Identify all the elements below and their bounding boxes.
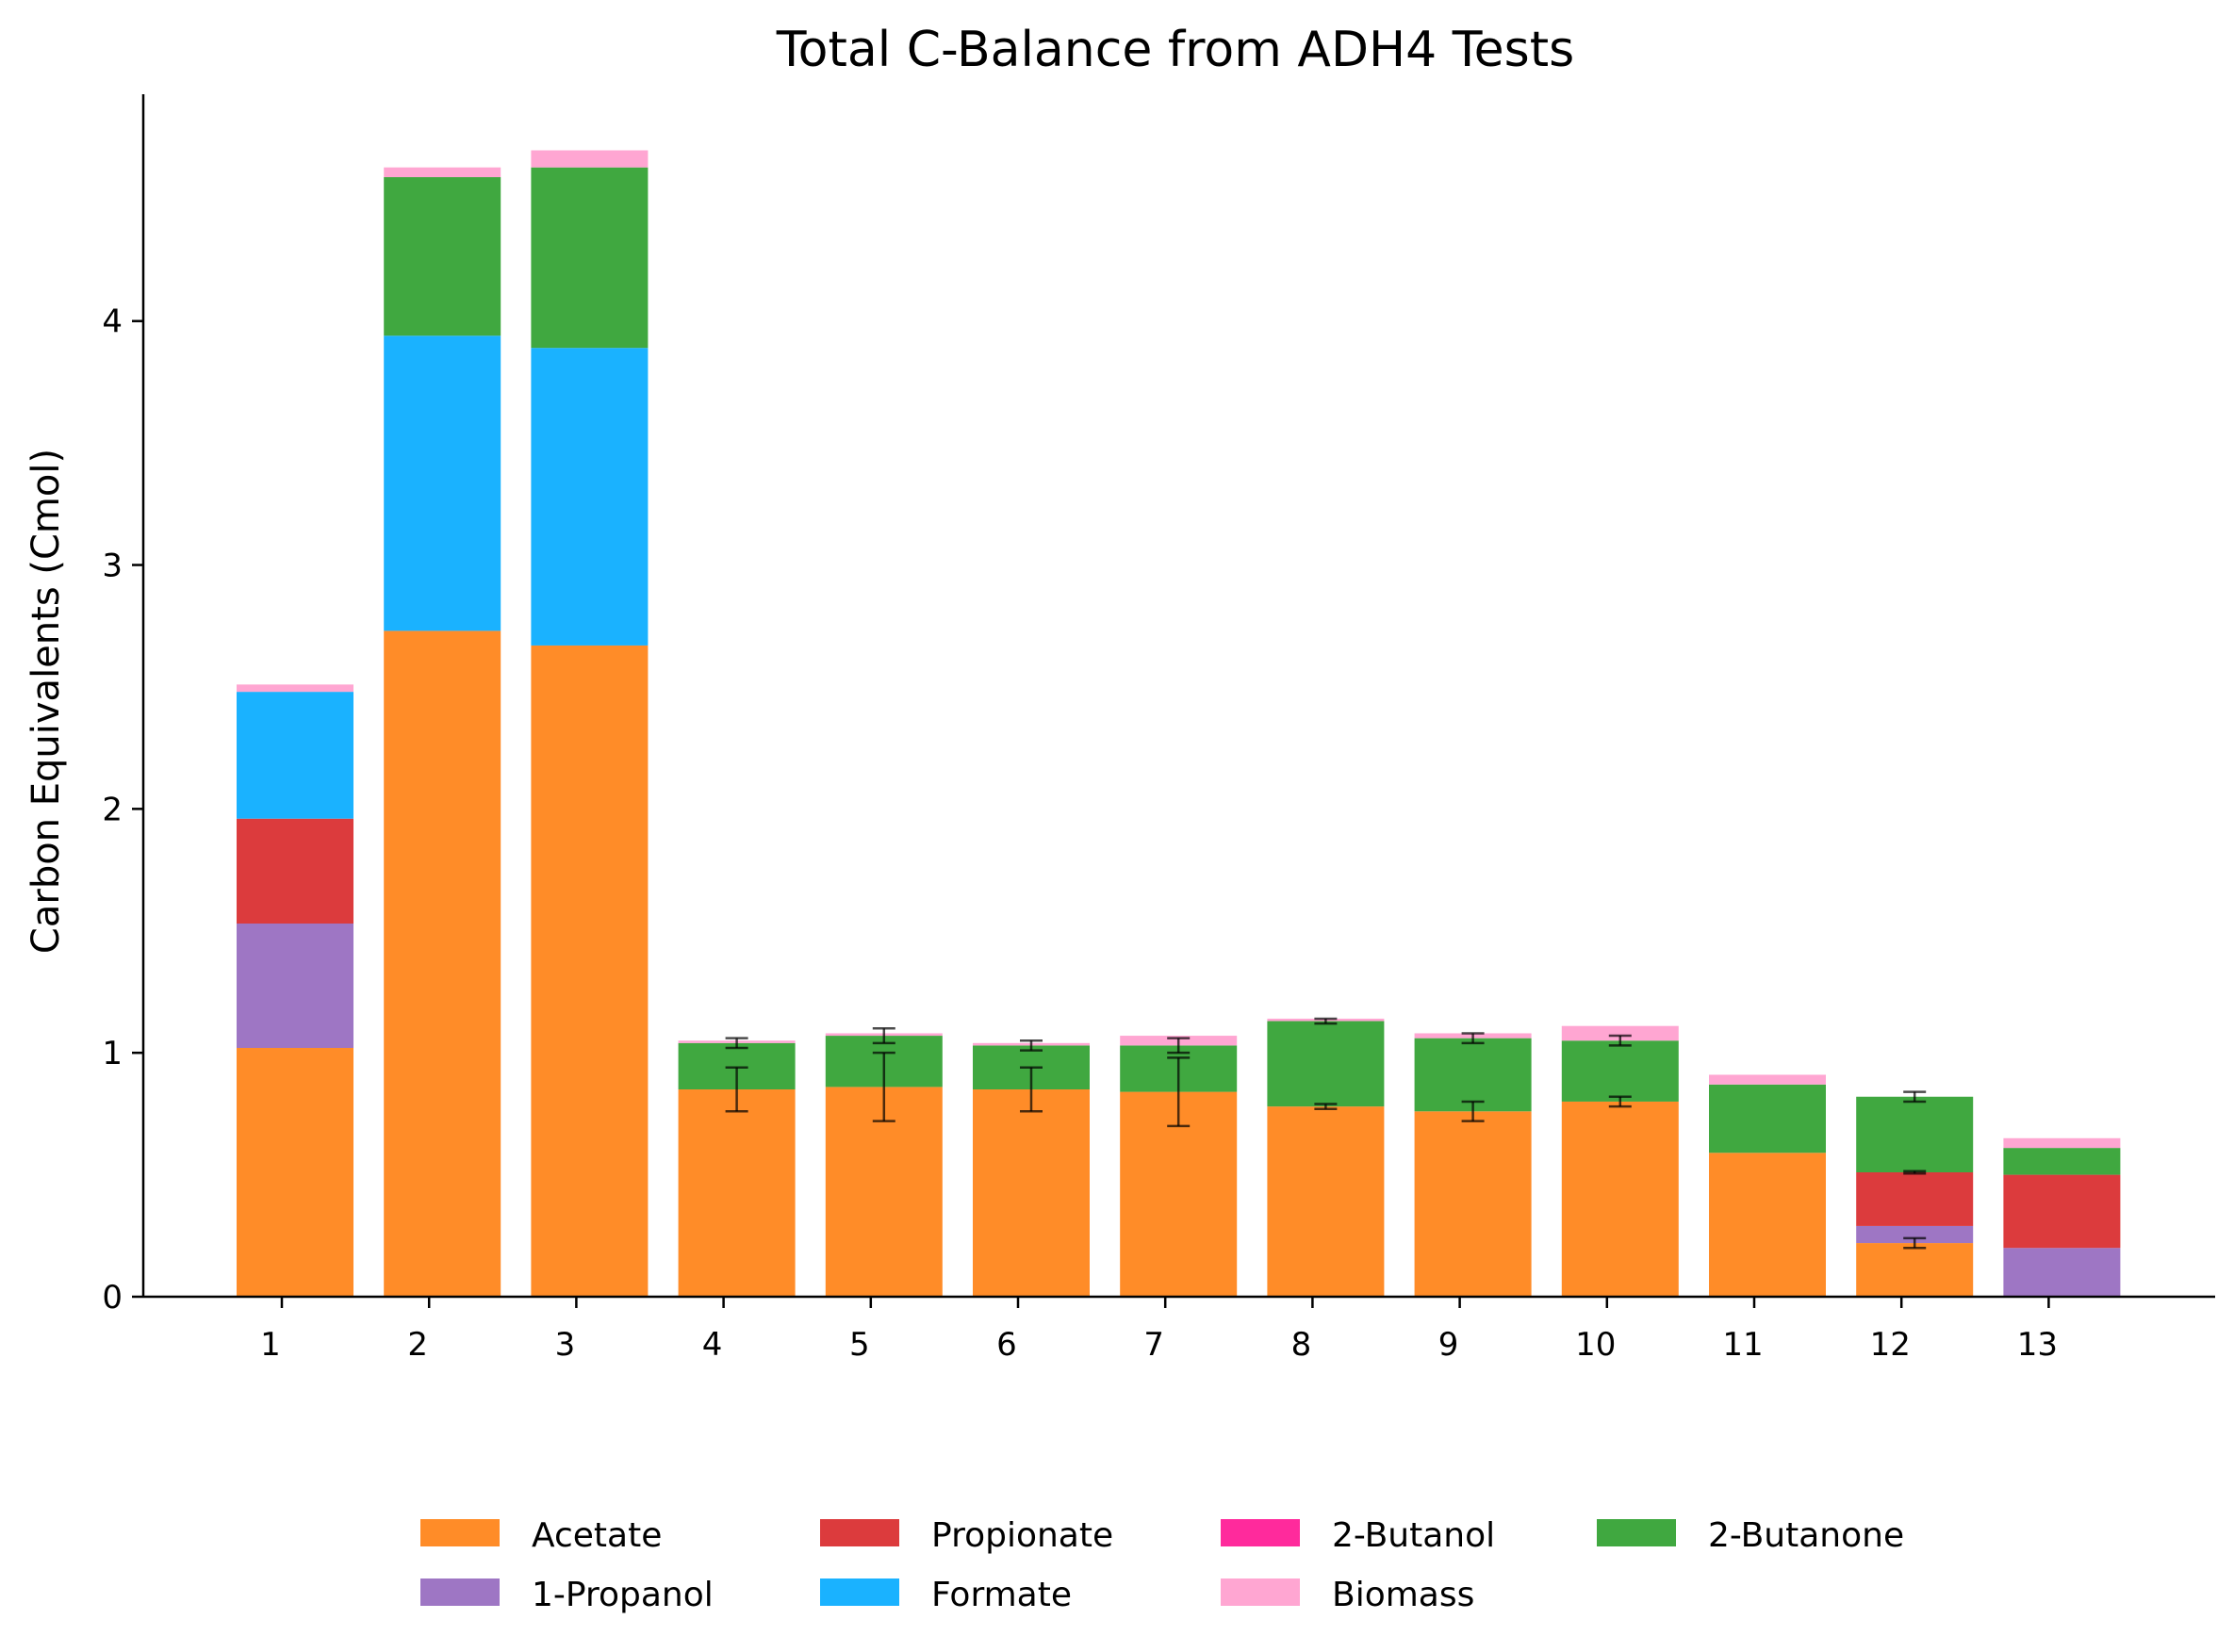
legend-label-formate: Formate — [931, 1576, 1072, 1614]
bar-2-butanone-12 — [1856, 1096, 1974, 1172]
errorbar-acetate-7 — [1167, 1056, 1191, 1128]
x-tick-label-8: 8 — [1291, 1326, 1312, 1364]
y-tick-label-1: 1 — [102, 1035, 123, 1072]
bar-propionate-1 — [237, 818, 353, 924]
errorbar-acetate-4 — [725, 1066, 748, 1113]
legend-item-1-propanol: 1-Propanol — [420, 1576, 714, 1614]
bar-2-butanone-10 — [1561, 1040, 1679, 1102]
legend-label-biomass: Biomass — [1332, 1576, 1474, 1614]
legend-item-formate: Formate — [820, 1576, 1072, 1614]
errorbar-2-butanone-10 — [1608, 1034, 1632, 1047]
legend-swatch-formate — [820, 1578, 899, 1606]
legend-swatch-biomass — [1221, 1578, 1300, 1606]
bar-acetate-8 — [1267, 1106, 1385, 1297]
legend: Acetate 1-Propanol Propionate Formate 2-Buta… — [420, 1516, 1904, 1614]
bar-acetate-9 — [1414, 1111, 1532, 1297]
errorbar-2-butanone-9 — [1461, 1032, 1485, 1045]
x-tick-label-7: 7 — [1143, 1326, 1164, 1364]
errorbar-2-butanone-12 — [1903, 1090, 1927, 1104]
bar-2-butanone-3 — [531, 167, 649, 349]
legend-item-propionate: Propionate — [820, 1516, 1113, 1555]
x-tick-label-4: 4 — [702, 1326, 723, 1364]
legend-item-2-butanol: 2-Butanol — [1221, 1516, 1495, 1555]
x-tick-label-12: 12 — [1870, 1326, 1911, 1364]
bar-1-propanol-1 — [237, 924, 353, 1048]
legend-label-1-propanol: 1-Propanol — [532, 1576, 714, 1614]
x-tick-label-13: 13 — [2017, 1326, 2058, 1364]
chart-title: Total C-Balance from ADH4 Tests — [776, 22, 1574, 78]
bar-acetate-4 — [678, 1089, 796, 1297]
errorbar-2-butanone-4 — [725, 1037, 748, 1050]
bar-acetate-12 — [1856, 1243, 1974, 1297]
bar-biomass-13 — [2003, 1137, 2121, 1149]
legend-swatch-2-butanone — [1597, 1519, 1676, 1546]
legend-swatch-propionate — [820, 1519, 899, 1546]
y-tick-label-2: 2 — [102, 791, 123, 828]
legend-label-acetate: Acetate — [532, 1516, 662, 1555]
errorbar-2-butanone-7 — [1167, 1037, 1191, 1055]
bar-2-butanone-2 — [384, 177, 501, 336]
legend-label-propionate: Propionate — [931, 1516, 1113, 1555]
y-tick-label-4: 4 — [102, 303, 123, 341]
legend-swatch-2-butanol — [1221, 1519, 1300, 1546]
bar-2-butanone-8 — [1267, 1021, 1385, 1107]
legend-swatch-1-propanol — [420, 1578, 500, 1606]
legend-label-2-butanone: 2-Butanone — [1708, 1516, 1904, 1555]
bar-acetate-10 — [1561, 1101, 1679, 1297]
errorbars-layer — [725, 1017, 1927, 1250]
bar-formate-2 — [384, 335, 501, 631]
y-tick-label-0: 0 — [102, 1279, 123, 1317]
errorbar-propionate-12 — [1903, 1169, 1927, 1175]
bar-1-propanol-13 — [2003, 1248, 2121, 1297]
x-tick-label-1: 1 — [260, 1326, 281, 1364]
legend-item-2-butanone: 2-Butanone — [1597, 1516, 1904, 1555]
bar-2-butanone-11 — [1709, 1084, 1826, 1153]
x-tick-label-10: 10 — [1575, 1326, 1616, 1364]
bar-acetate-3 — [531, 645, 649, 1297]
bar-biomass-2 — [384, 167, 501, 177]
bar-biomass-10 — [1561, 1025, 1679, 1041]
y-axis-label: Carbon Equivalents (Cmol) — [25, 449, 68, 954]
errorbar-2-butanone-5 — [872, 1027, 895, 1045]
bar-biomass-3 — [531, 150, 649, 168]
errorbar-acetate-8 — [1314, 1103, 1338, 1110]
errorbar-acetate-12 — [1903, 1236, 1927, 1250]
x-tick-label-5: 5 — [849, 1326, 870, 1364]
bar-propionate-13 — [2003, 1174, 2121, 1249]
bar-2-butanone-13 — [2003, 1148, 2121, 1175]
bar-1-propanol-12 — [1856, 1225, 1974, 1244]
bar-formate-3 — [531, 348, 649, 646]
errorbar-acetate-9 — [1461, 1100, 1485, 1122]
bar-acetate-2 — [384, 630, 501, 1297]
x-tick-label-11: 11 — [1722, 1326, 1763, 1364]
bar-acetate-6 — [973, 1089, 1090, 1297]
bar-acetate-11 — [1709, 1153, 1826, 1297]
legend-label-2-butanol: 2-Butanol — [1332, 1516, 1495, 1555]
errorbar-acetate-6 — [1020, 1066, 1043, 1113]
bar-acetate-1 — [237, 1048, 353, 1297]
legend-swatch-acetate — [420, 1519, 500, 1546]
bars-layer — [237, 150, 2121, 1297]
errorbar-2-butanone-8 — [1314, 1017, 1338, 1025]
errorbar-2-butanone-6 — [1020, 1039, 1043, 1052]
x-tick-label-2: 2 — [407, 1326, 428, 1364]
bar-biomass-11 — [1709, 1074, 1826, 1085]
x-tick-label-9: 9 — [1438, 1326, 1459, 1364]
legend-item-biomass: Biomass — [1221, 1576, 1474, 1614]
errorbar-acetate-10 — [1608, 1095, 1632, 1108]
legend-item-acetate: Acetate — [420, 1516, 662, 1555]
bar-formate-1 — [237, 692, 353, 819]
errorbar-acetate-5 — [872, 1051, 895, 1122]
bar-2-butanone-9 — [1414, 1038, 1532, 1112]
y-tick-label-3: 3 — [102, 548, 123, 585]
x-tick-label-3: 3 — [555, 1326, 576, 1364]
x-tick-label-6: 6 — [996, 1326, 1017, 1364]
bar-propionate-12 — [1856, 1172, 1974, 1226]
bar-biomass-1 — [237, 684, 353, 693]
